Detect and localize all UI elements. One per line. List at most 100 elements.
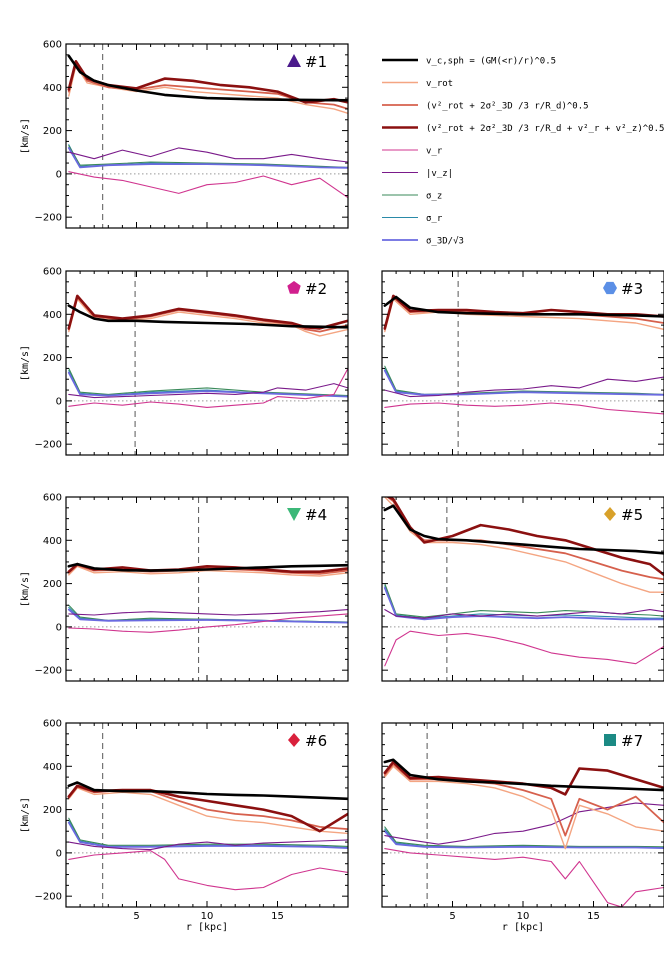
panel-frame — [381, 722, 664, 908]
y-tick-label: 200 — [43, 579, 62, 590]
y-tick-label: 0 — [56, 396, 62, 407]
panel-id-label: #6 — [305, 732, 327, 750]
y-tick-label: −200 — [35, 440, 62, 451]
legend-label: v_c,sph = (GM(<r)/r)^0.5 — [426, 57, 556, 67]
legend-label: v_rot — [426, 79, 453, 89]
panel-marker-icon — [604, 507, 616, 521]
legend-label: (v²_rot + 2σ²_3D /3 r/R_d + v²_r + v²_z)… — [426, 124, 664, 134]
x-tick-label: 5 — [133, 911, 139, 922]
panel-2: −200 0 200 400 600 [km/s] #2 — [20, 267, 349, 456]
series-line-sigma-z — [384, 583, 664, 618]
x-tick-label: 15 — [271, 911, 284, 922]
series-line-v-r — [384, 848, 664, 907]
x-tick-label: 5 — [449, 911, 455, 922]
y-tick-label: 400 — [43, 762, 62, 773]
panel-id-label: #7 — [621, 732, 643, 750]
series-line-v-r — [68, 613, 348, 633]
y-axis-label: [km/s] — [20, 118, 31, 154]
y-tick-label: 600 — [43, 40, 62, 51]
y-axis-label: [km/s] — [20, 797, 31, 833]
panel-id-label: #1 — [305, 53, 327, 71]
panel-frame — [65, 496, 349, 682]
y-tick-label: 0 — [56, 848, 62, 859]
series-line-v-c-sph — [383, 504, 664, 555]
legend-label: σ_r — [426, 214, 443, 224]
series-line-v-c-sph — [383, 758, 664, 792]
x-axis-label: r [kpc] — [502, 922, 544, 933]
series-line-sigma-3d-sqrt3 — [383, 369, 664, 396]
y-tick-label: 600 — [43, 493, 62, 504]
legend-label: v_r — [426, 147, 443, 157]
y-tick-label: 0 — [56, 622, 62, 633]
series-line-v-r — [68, 171, 348, 199]
panel-marker-icon — [604, 734, 616, 746]
series-line-v-c-sph — [67, 54, 348, 102]
panel-marker-icon — [287, 54, 301, 67]
series-line-sigma-z — [68, 367, 348, 397]
series-line-v-c-sph — [67, 562, 348, 572]
panel-marker-icon — [287, 508, 301, 521]
y-tick-label: 600 — [43, 267, 62, 278]
series-line-v-rot — [384, 497, 664, 593]
x-tick-label: 10 — [201, 911, 214, 922]
panel-5: #5 — [381, 496, 664, 682]
panel-id-label: #5 — [621, 506, 643, 524]
series-line-v-rot — [384, 298, 664, 333]
panel-marker-icon — [288, 733, 300, 747]
y-axis-label: [km/s] — [20, 571, 31, 607]
series-line-v-rot — [68, 565, 348, 577]
series-line-sigma-z — [384, 365, 664, 395]
y-tick-label: 200 — [43, 353, 62, 364]
legend-label: σ_3D/√3 — [426, 236, 464, 247]
series-line--v-z- — [68, 839, 348, 851]
y-axis-label: [km/s] — [20, 345, 31, 381]
panel-id-label: #2 — [305, 280, 327, 298]
series-line-v-rot — [68, 787, 348, 835]
series-line-sigma-3d-sqrt3 — [67, 146, 348, 169]
series-line-sigma-z — [384, 826, 664, 848]
series-line-sigma-z — [68, 145, 348, 168]
series-line-sigma-3d-sqrt3 — [383, 587, 664, 621]
panel-1: −200 0 200 400 600 [km/s] #1 — [20, 40, 349, 229]
panel-7: 5 10 15 r [kpc] #7 — [381, 722, 664, 933]
y-tick-label: 200 — [43, 805, 62, 816]
series-line-sigma-3d-sqrt3 — [67, 608, 348, 624]
y-tick-label: 0 — [56, 169, 62, 180]
series-line-v-rot — [384, 765, 664, 850]
panel-frame — [381, 270, 664, 456]
panel-id-label: #3 — [621, 280, 643, 298]
series-line-sigma-r — [68, 370, 348, 398]
panel-frame — [381, 496, 664, 682]
y-tick-label: −200 — [35, 666, 62, 677]
legend-label: (v²_rot + 2σ²_3D /3 r/R_d)^0.5 — [426, 102, 589, 112]
series-line--v-z- — [68, 609, 348, 616]
panel-frame — [65, 722, 349, 908]
y-tick-label: 600 — [43, 719, 62, 730]
series-line-v-r — [68, 367, 348, 408]
series-line-v-c-sph — [67, 781, 348, 801]
y-tick-label: −200 — [35, 213, 62, 224]
x-tick-label: 15 — [587, 911, 600, 922]
series-line-v-r — [384, 630, 664, 667]
y-tick-label: 400 — [43, 536, 62, 547]
panel-id-label: #4 — [305, 506, 327, 524]
series-line-v-rot-disp-vr-vz — [67, 59, 348, 104]
series-line-sigma-3d-sqrt3 — [67, 371, 348, 398]
series-line--v-z- — [384, 376, 664, 398]
legend-label: |v_z| — [426, 169, 453, 179]
y-tick-label: 200 — [43, 126, 62, 137]
y-tick-label: −200 — [35, 892, 62, 903]
panel-6: −200 0 200 400 600 [km/s] 5 10 15 r [kpc] #6 — [20, 719, 349, 933]
series-line-v-rot — [68, 64, 348, 115]
panel-marker-icon — [287, 281, 301, 294]
panel-4: −200 0 200 400 600 [km/s] #4 — [20, 493, 349, 682]
series-line--v-z- — [384, 609, 664, 619]
series-line--v-z- — [68, 383, 348, 399]
x-axis-label: r [kpc] — [186, 922, 228, 933]
series-line-sigma-3d-sqrt3 — [67, 821, 348, 849]
panel-marker-icon — [603, 281, 617, 295]
panel-3: #3 — [381, 270, 664, 456]
series-line-v-c-sph — [383, 295, 664, 318]
y-tick-label: 400 — [43, 310, 62, 321]
